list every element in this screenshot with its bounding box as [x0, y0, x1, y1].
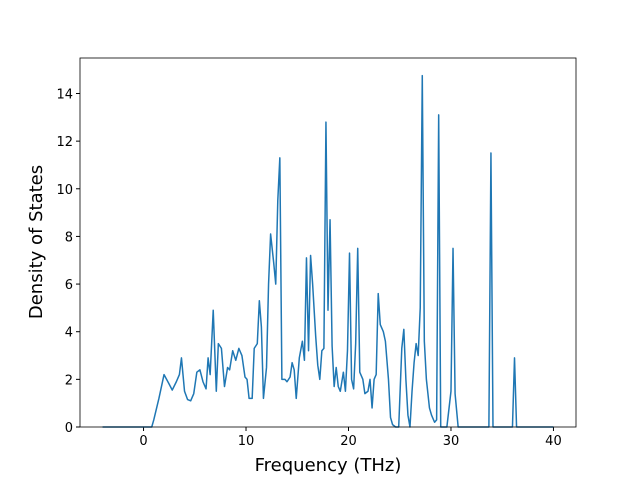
y-tick-label: 6: [65, 278, 73, 293]
x-axis-label: Frequency (THz): [255, 455, 402, 476]
y-tick-label: 12: [56, 135, 73, 150]
y-tick-label: 10: [56, 183, 73, 198]
x-tick-label: 40: [545, 434, 562, 449]
y-tick-label: 4: [65, 326, 73, 341]
data-line: [102, 74, 554, 428]
y-axis-label: Density of States: [26, 165, 47, 319]
x-tick-label: 0: [139, 434, 147, 449]
y-tick-label: 8: [65, 230, 73, 245]
plot-frame: [79, 57, 577, 428]
x-tick-label: 10: [238, 434, 255, 449]
y-tick-label: 14: [56, 87, 73, 102]
x-tick-label: 30: [443, 434, 460, 449]
y-tick-label: 2: [65, 373, 73, 388]
x-tick-label: 20: [340, 434, 357, 449]
y-tick-label: 0: [65, 421, 73, 436]
